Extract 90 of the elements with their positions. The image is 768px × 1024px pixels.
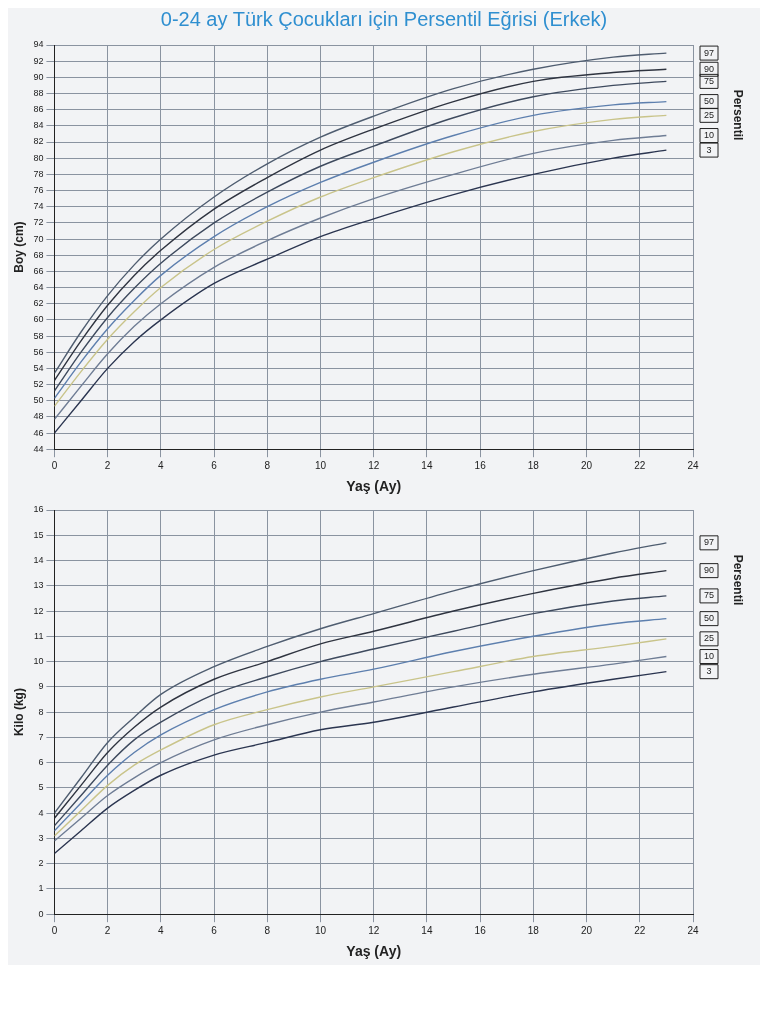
x-tick-label: 20 [581, 924, 593, 936]
y-tick-label: 82 [33, 136, 44, 147]
x-tick-label: 8 [264, 924, 271, 936]
text: 90 [703, 63, 715, 74]
y-tick-label: 2 [38, 858, 44, 869]
y-tick-label: 74 [33, 201, 44, 212]
y-tick-label: 52 [33, 379, 44, 390]
x-tick-label: 6 [211, 924, 218, 936]
x-axis-title: Yaş (Ay) [346, 478, 402, 495]
y-tick-label: 64 [33, 282, 44, 292]
x-tick-label: 16 [474, 924, 487, 936]
y-tick-label: 14 [33, 555, 44, 566]
text: 10 [703, 651, 715, 662]
x-tick-label: 18 [527, 924, 540, 936]
y-tick-label: 56 [33, 346, 44, 357]
x-axis-title: Yaş (Ay) [346, 943, 402, 960]
y-tick-label: 62 [33, 298, 44, 309]
x-tick-label: 0 [51, 924, 58, 936]
y-tick-label: 68 [33, 249, 44, 260]
y-tick-label: 15 [33, 529, 44, 540]
x-tick-label: 12 [368, 924, 380, 936]
text: 75 [703, 75, 715, 86]
y-tick-label: 78 [33, 168, 44, 179]
y-tick-label: 12 [33, 605, 44, 616]
x-tick-label: 2 [104, 459, 111, 471]
y-tick-label: 6 [38, 757, 44, 768]
text: 75 [703, 590, 715, 601]
legend-title: Persentil [730, 554, 745, 606]
x-tick-label: 24 [687, 459, 699, 471]
x-tick-label: 20 [581, 459, 593, 471]
x-tick-label: 22 [634, 924, 646, 936]
x-tick-label: 10 [314, 924, 327, 936]
text: 3 [706, 144, 712, 155]
text: 25 [703, 109, 715, 120]
x-tick-label: 10 [314, 459, 327, 471]
y-tick-label: 94 [33, 39, 44, 50]
y-tick-label: 5 [38, 782, 44, 793]
y-tick-label: 10 [33, 656, 44, 667]
x-tick-label: 4 [158, 924, 165, 936]
y-tick-label: 13 [33, 580, 44, 591]
y-tick-label: 1 [38, 883, 44, 894]
x-tick-label: 24 [687, 924, 699, 936]
chart-title: 0-24 ay Türk Çocukları için Persentil Eğrisi (Erkek) [159, 8, 609, 31]
legend-title: Persentil [730, 89, 745, 141]
x-tick-label: 6 [211, 459, 218, 471]
y-axis-title: Kilo (kg) [11, 688, 26, 737]
text: 25 [703, 633, 715, 644]
x-tick-label: 16 [474, 459, 487, 471]
y-tick-label: 60 [33, 314, 44, 325]
text: 97 [703, 537, 715, 548]
y-tick-label: 44 [33, 443, 44, 454]
x-tick-label: 14 [421, 459, 433, 471]
y-tick-label: 46 [33, 427, 44, 438]
x-tick-label: 4 [158, 459, 165, 471]
y-tick-label: 92 [33, 55, 44, 66]
y-tick-label: 84 [33, 120, 44, 131]
y-tick-label: 66 [33, 265, 44, 276]
y-tick-label: 58 [33, 330, 44, 341]
x-tick-label: 12 [368, 459, 380, 471]
y-tick-label: 54 [33, 362, 44, 373]
y-axis-title: Boy (cm) [11, 221, 26, 273]
y-tick-label: 50 [33, 395, 44, 406]
x-tick-label: 2 [104, 924, 111, 936]
y-tick-label: 86 [33, 104, 44, 115]
text: 50 [703, 613, 715, 624]
x-tick-label: 18 [527, 459, 540, 471]
y-tick-label: 0 [38, 908, 44, 919]
y-tick-label: 90 [33, 71, 44, 82]
y-tick-label: 11 [34, 630, 44, 641]
text: 3 [706, 666, 712, 677]
y-tick-label: 8 [38, 706, 44, 717]
y-tick-label: 48 [33, 411, 44, 422]
x-tick-label: 22 [634, 459, 646, 471]
y-tick-label: 70 [33, 233, 44, 244]
text: 97 [703, 47, 715, 58]
x-tick-label: 14 [421, 924, 433, 936]
y-tick-label: 80 [33, 152, 44, 163]
text: 90 [703, 565, 715, 576]
y-tick-label: 16 [33, 504, 44, 515]
y-tick-label: 9 [38, 681, 44, 692]
text: 50 [703, 96, 715, 107]
y-tick-label: 3 [38, 832, 44, 843]
x-tick-label: 8 [264, 459, 271, 471]
x-tick-label: 0 [51, 459, 58, 471]
text: 10 [703, 130, 715, 141]
y-tick-label: 4 [38, 807, 44, 818]
y-tick-label: 76 [33, 185, 44, 195]
y-tick-label: 88 [33, 87, 44, 98]
y-tick-label: 72 [33, 217, 44, 228]
y-tick-label: 7 [38, 731, 44, 742]
